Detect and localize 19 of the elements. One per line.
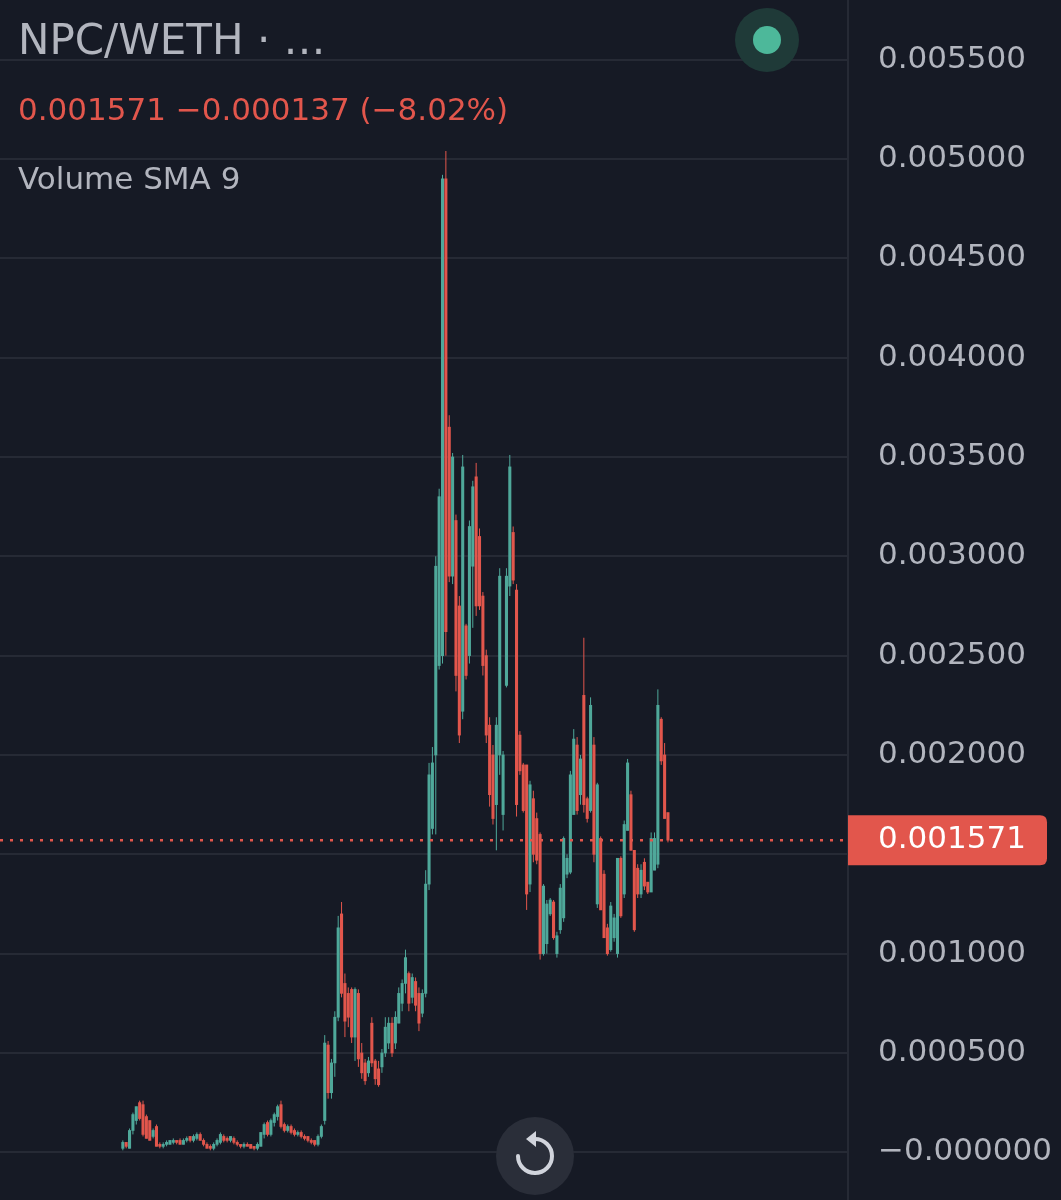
annotation: Volume SMA 9 bbox=[18, 159, 241, 198]
y-tick-label: 0.005500 bbox=[878, 38, 1026, 75]
y-tick-label: 0.004500 bbox=[878, 237, 1026, 274]
y-tick-label: 0.003000 bbox=[878, 535, 1026, 572]
y-tick-label: 0.000500 bbox=[878, 1032, 1026, 1069]
chart-title: NPC/WETH · … bbox=[18, 14, 326, 66]
candlestick bbox=[555, 931, 559, 959]
y-tick-label: 0.002500 bbox=[878, 634, 1026, 671]
candlestick bbox=[377, 1060, 381, 1088]
ref-line-label: 0.001571 bbox=[878, 819, 1026, 856]
text: 0.001571 −0.000137 (−8.02%) bbox=[18, 90, 509, 129]
y-tick-label: −0.000000 bbox=[878, 1131, 1052, 1168]
y-tick-label: 0.005000 bbox=[878, 137, 1026, 174]
y-tick-label: 0.004000 bbox=[878, 336, 1026, 373]
y-tick-label: 0.002000 bbox=[878, 734, 1026, 771]
y-tick-label: 0.003500 bbox=[878, 436, 1026, 472]
y-tick-label: 0.001000 bbox=[878, 932, 1026, 969]
candlestick bbox=[410, 973, 414, 1004]
candlestick bbox=[366, 1056, 371, 1078]
